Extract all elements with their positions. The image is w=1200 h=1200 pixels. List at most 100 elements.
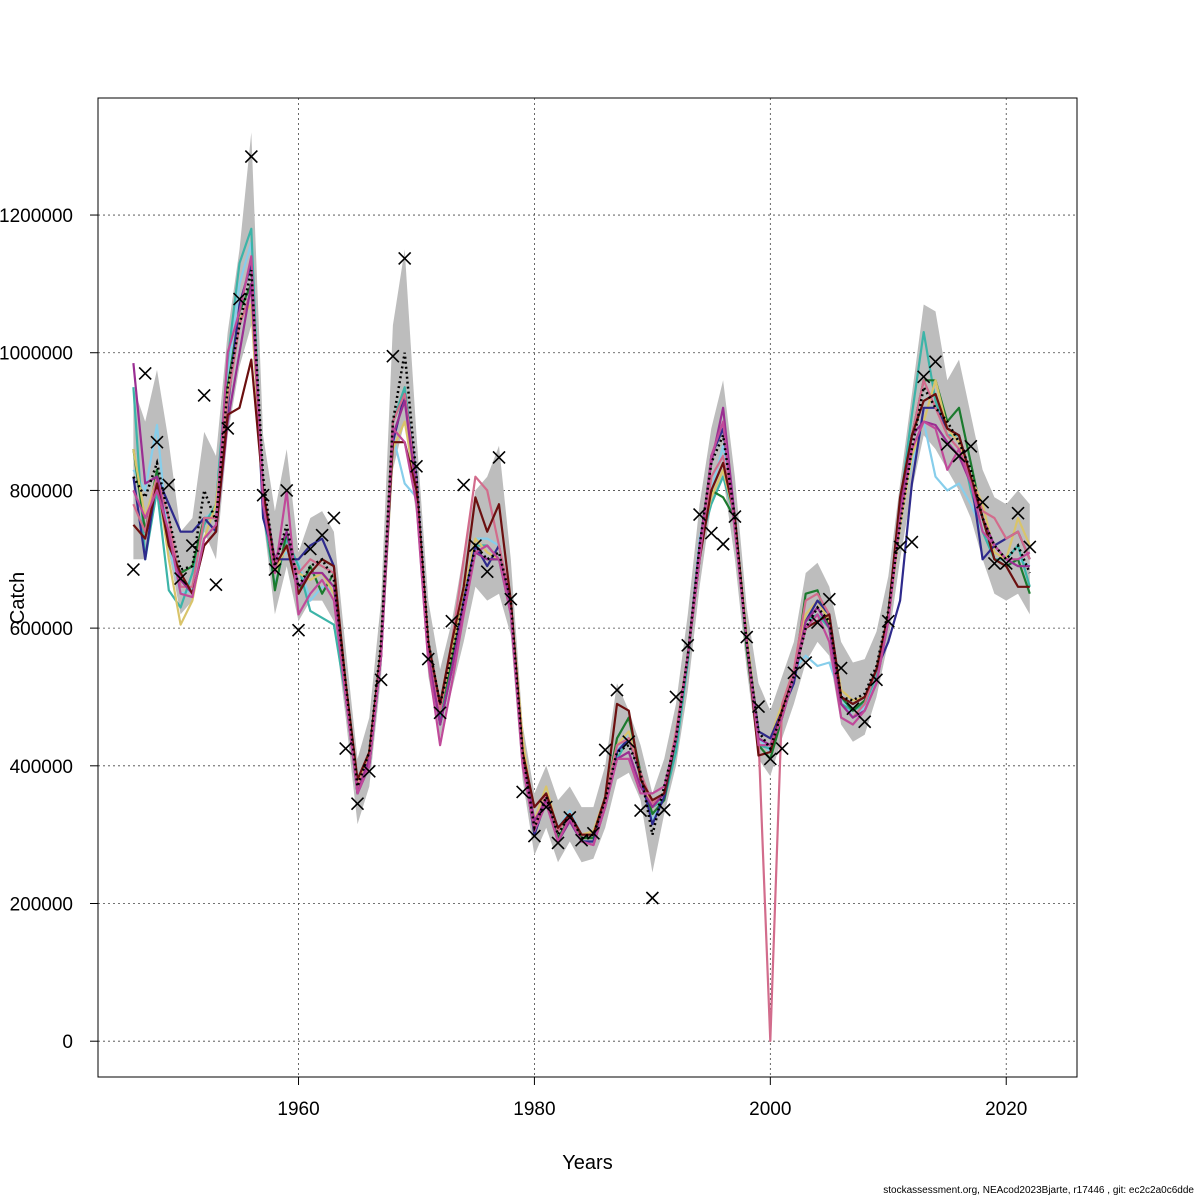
observed-point-stroke xyxy=(244,149,258,164)
observed-point-stroke xyxy=(799,655,813,670)
observed-point xyxy=(634,803,648,818)
observed-point xyxy=(409,459,424,473)
y-tick-label: 1000000 xyxy=(0,344,73,365)
observed-point-stroke xyxy=(539,800,553,814)
observed-point-stroke xyxy=(634,803,648,818)
observed-point-stroke xyxy=(740,630,754,644)
observed-point-stroke xyxy=(516,785,530,799)
observed-point xyxy=(740,630,754,644)
y-axis: 0 200000 400000 600000 800000 1000000 1200000 xyxy=(0,206,98,1053)
observed-point-stroke xyxy=(221,421,235,436)
observed-point-stroke xyxy=(692,507,707,522)
observed-point xyxy=(622,735,636,749)
retro-series-lines xyxy=(132,227,1031,1043)
observed-point-stroke xyxy=(339,742,353,756)
observed-point-stroke xyxy=(386,349,400,363)
observed-point xyxy=(799,655,813,670)
observed-point xyxy=(751,700,766,714)
observed-point xyxy=(457,478,471,492)
observed-point xyxy=(126,563,140,577)
observed-point xyxy=(350,797,365,811)
observed-point xyxy=(303,542,317,556)
observed-point-stroke xyxy=(409,459,424,473)
observed-point-stroke xyxy=(952,449,966,463)
observed-point xyxy=(681,638,695,652)
observed-point-stroke xyxy=(822,592,836,606)
observed-point-stroke xyxy=(527,829,541,843)
observed-point-stroke xyxy=(751,700,766,714)
observed-point xyxy=(504,592,518,606)
observed-point-stroke xyxy=(492,450,506,464)
observed-point xyxy=(280,483,294,497)
observed-point-stroke xyxy=(928,355,943,369)
observed-point xyxy=(869,673,884,687)
observed-point-stroke xyxy=(645,891,659,905)
observed-point-stroke xyxy=(787,666,801,680)
observed-point-stroke xyxy=(398,251,412,265)
observed-point xyxy=(232,292,247,306)
observed-point-stroke xyxy=(457,478,471,492)
observed-point-stroke xyxy=(315,528,329,542)
observed-point-stroke xyxy=(280,483,294,497)
observed-point xyxy=(610,683,624,697)
observed-point xyxy=(551,836,565,850)
observed-point-stroke xyxy=(681,638,695,652)
observed-point-stroke xyxy=(869,673,884,687)
observed-point xyxy=(846,702,860,716)
y-tick-label: 600000 xyxy=(10,619,73,640)
observed-point-stroke xyxy=(657,803,671,817)
observed-point-stroke xyxy=(421,652,435,666)
observed-point xyxy=(598,743,612,757)
x-axis: 1960 1980 2000 2020 xyxy=(277,1077,1027,1120)
observed-point xyxy=(881,614,895,628)
retro-line-9 xyxy=(132,255,1031,847)
observed-point xyxy=(339,742,353,756)
observed-point xyxy=(150,435,164,449)
observed-point xyxy=(728,510,742,524)
observed-point-stroke xyxy=(586,826,600,840)
observed-point xyxy=(905,535,919,549)
ci-band-area xyxy=(133,132,1030,873)
observed-point-stroke xyxy=(893,540,907,554)
observed-point-stroke xyxy=(374,673,388,687)
observed-point-stroke xyxy=(575,833,589,847)
observed-point xyxy=(539,800,553,814)
observed-point xyxy=(209,578,223,592)
observed-point-stroke xyxy=(999,556,1013,570)
y-axis-title: Catch xyxy=(7,572,29,624)
observed-point-stroke xyxy=(1011,506,1025,520)
grid-lines xyxy=(98,98,1077,1077)
observed-point xyxy=(445,614,459,628)
plot-frame xyxy=(97,97,1078,1078)
footer-note: stockassessment.org, NEAcod2023Bjarte, r… xyxy=(883,1185,1194,1196)
y-tick-label: 1200000 xyxy=(0,206,73,227)
observed-point xyxy=(987,556,1001,570)
observed-point xyxy=(645,891,659,905)
observed-point xyxy=(468,538,483,553)
observed-point-stroke xyxy=(728,510,742,524)
x-tick-label: 1980 xyxy=(513,1099,555,1120)
observed-point xyxy=(893,540,907,554)
observed-point-stroke xyxy=(150,435,164,449)
retro-line-8 xyxy=(132,358,1030,836)
observed-point xyxy=(575,833,589,847)
observed-point-stroke xyxy=(551,836,565,850)
observed-point-stroke xyxy=(327,511,341,525)
observed-point xyxy=(492,450,506,464)
observed-point-stroke xyxy=(775,742,789,756)
estimate-dotted-line xyxy=(132,269,1031,840)
observed-point xyxy=(421,652,435,666)
observed-point-stroke xyxy=(810,616,825,630)
observed-point-stroke xyxy=(468,538,483,553)
observed-point xyxy=(563,810,577,825)
y-tick-label: 800000 xyxy=(10,481,73,502)
observed-point-stroke xyxy=(987,556,1001,570)
x-tick-label: 2020 xyxy=(985,1099,1027,1120)
observed-point xyxy=(327,511,341,525)
observed-point xyxy=(822,592,836,606)
observed-point-stroke xyxy=(834,661,848,675)
observed-point-stroke xyxy=(433,706,447,720)
observed-point xyxy=(940,437,954,451)
observed-point xyxy=(928,355,943,369)
